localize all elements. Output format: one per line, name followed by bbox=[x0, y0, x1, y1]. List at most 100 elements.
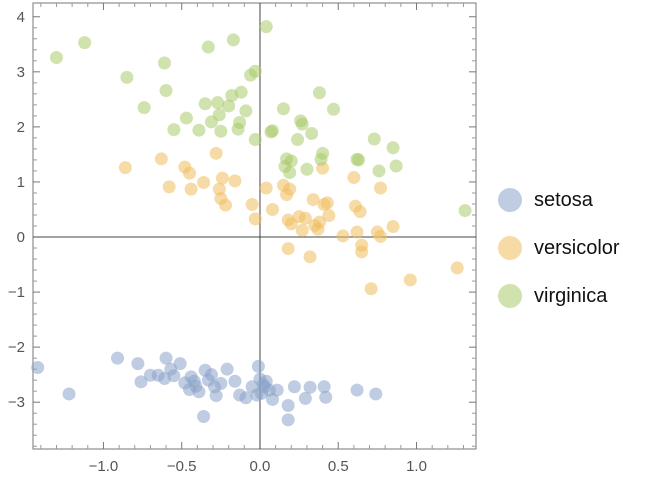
data-point-virginica bbox=[372, 164, 386, 178]
data-point-versicolor bbox=[303, 250, 317, 264]
data-point-versicolor bbox=[320, 196, 334, 210]
data-point-virginica bbox=[201, 40, 215, 54]
data-point-versicolor bbox=[215, 171, 229, 185]
y-tick-label: 1 bbox=[17, 174, 25, 191]
data-point-versicolor bbox=[403, 273, 417, 287]
axis-ticks bbox=[33, 3, 476, 449]
x-tick-label: 0.0 bbox=[250, 458, 271, 475]
data-point-virginica bbox=[295, 117, 309, 131]
data-point-setosa bbox=[159, 351, 173, 365]
data-point-virginica bbox=[137, 101, 151, 115]
data-point-virginica bbox=[226, 33, 240, 47]
data-point-virginica bbox=[259, 20, 273, 34]
data-point-versicolor bbox=[347, 171, 361, 185]
y-tick-label: 4 bbox=[17, 9, 25, 26]
data-point-virginica bbox=[458, 204, 472, 218]
y-tick-label: 3 bbox=[17, 64, 25, 81]
data-point-versicolor bbox=[336, 229, 350, 243]
legend-item-versicolor: versicolor bbox=[498, 224, 653, 272]
data-point-virginica bbox=[78, 36, 92, 50]
y-tick-label: −3 bbox=[8, 394, 25, 411]
data-point-virginica bbox=[222, 99, 236, 113]
data-point-virginica bbox=[159, 84, 173, 98]
data-point-versicolor bbox=[364, 282, 378, 296]
data-point-versicolor bbox=[374, 181, 388, 195]
data-point-setosa bbox=[111, 351, 125, 365]
data-point-versicolor bbox=[184, 182, 198, 196]
data-point-virginica bbox=[192, 123, 206, 137]
x-tick-label: 1.0 bbox=[406, 458, 427, 475]
data-point-virginica bbox=[120, 70, 134, 84]
legend-marker-setosa bbox=[498, 188, 522, 212]
data-point-versicolor bbox=[197, 176, 211, 190]
data-point-setosa bbox=[167, 369, 181, 383]
data-point-virginica bbox=[233, 115, 247, 129]
data-point-versicolor bbox=[295, 223, 309, 237]
data-point-versicolor bbox=[306, 193, 320, 207]
data-point-versicolor bbox=[283, 182, 297, 196]
data-point-virginica bbox=[316, 146, 330, 160]
legend-marker-versicolor bbox=[498, 236, 522, 260]
data-point-versicolor bbox=[162, 180, 176, 194]
data-point-versicolor bbox=[248, 212, 262, 226]
data-point-virginica bbox=[386, 141, 400, 155]
data-point-virginica bbox=[300, 162, 314, 176]
scatter-chart: −1.0 −0.5 0.0 0.5 1.0 −3 −2 −1 0 1 2 3 4 bbox=[8, 2, 477, 475]
data-point-setosa bbox=[281, 399, 295, 413]
legend-item-virginica: virginica bbox=[498, 272, 653, 320]
data-point-virginica bbox=[266, 124, 280, 138]
data-point-setosa bbox=[228, 374, 242, 388]
data-point-virginica bbox=[212, 108, 226, 122]
data-point-virginica bbox=[248, 133, 262, 147]
data-point-setosa bbox=[350, 383, 364, 397]
data-point-virginica bbox=[167, 123, 181, 137]
data-points bbox=[31, 20, 472, 427]
data-point-virginica bbox=[211, 96, 225, 110]
data-point-versicolor bbox=[266, 202, 280, 216]
data-point-versicolor bbox=[322, 209, 336, 223]
data-point-setosa bbox=[298, 391, 312, 405]
data-point-setosa bbox=[62, 387, 76, 401]
data-point-setosa bbox=[270, 383, 284, 397]
data-point-versicolor bbox=[219, 198, 233, 212]
data-point-setosa bbox=[204, 368, 218, 382]
data-point-setosa bbox=[31, 361, 45, 375]
data-point-versicolor bbox=[209, 146, 223, 160]
data-point-versicolor bbox=[350, 225, 364, 239]
data-point-virginica bbox=[49, 51, 63, 65]
data-point-setosa bbox=[192, 385, 206, 399]
data-point-setosa bbox=[287, 380, 301, 394]
data-point-setosa bbox=[197, 410, 211, 424]
y-tick-label: 0 bbox=[17, 229, 25, 246]
legend-label-virginica: virginica bbox=[534, 284, 608, 307]
data-point-setosa bbox=[303, 380, 317, 394]
data-point-virginica bbox=[352, 153, 366, 167]
y-tick-label: −1 bbox=[8, 284, 25, 301]
y-tick-labels: −3 −2 −1 0 1 2 3 4 bbox=[8, 9, 25, 411]
data-point-virginica bbox=[389, 159, 403, 173]
data-point-versicolor bbox=[281, 242, 295, 256]
data-point-versicolor bbox=[312, 215, 326, 229]
chart-legend: setosa versicolor virginica bbox=[498, 176, 653, 320]
data-point-versicolor bbox=[355, 245, 369, 259]
data-point-versicolor bbox=[298, 211, 312, 225]
data-point-virginica bbox=[305, 126, 319, 140]
data-point-virginica bbox=[157, 56, 171, 70]
data-point-virginica bbox=[367, 132, 381, 146]
legend-label-versicolor: versicolor bbox=[534, 236, 620, 259]
data-point-virginica bbox=[198, 97, 212, 111]
data-point-setosa bbox=[220, 362, 234, 376]
data-point-virginica bbox=[276, 102, 290, 116]
data-point-setosa bbox=[251, 359, 265, 373]
legend-label-setosa: setosa bbox=[534, 188, 593, 211]
data-point-setosa bbox=[173, 357, 187, 371]
data-point-versicolor bbox=[386, 220, 400, 234]
data-point-versicolor bbox=[118, 161, 132, 175]
y-tick-label: −2 bbox=[8, 339, 25, 356]
legend-item-setosa: setosa bbox=[498, 176, 653, 224]
data-point-setosa bbox=[281, 413, 295, 427]
data-point-virginica bbox=[248, 64, 262, 78]
data-point-versicolor bbox=[228, 174, 242, 188]
data-point-virginica bbox=[327, 102, 341, 116]
data-point-setosa bbox=[209, 389, 223, 403]
